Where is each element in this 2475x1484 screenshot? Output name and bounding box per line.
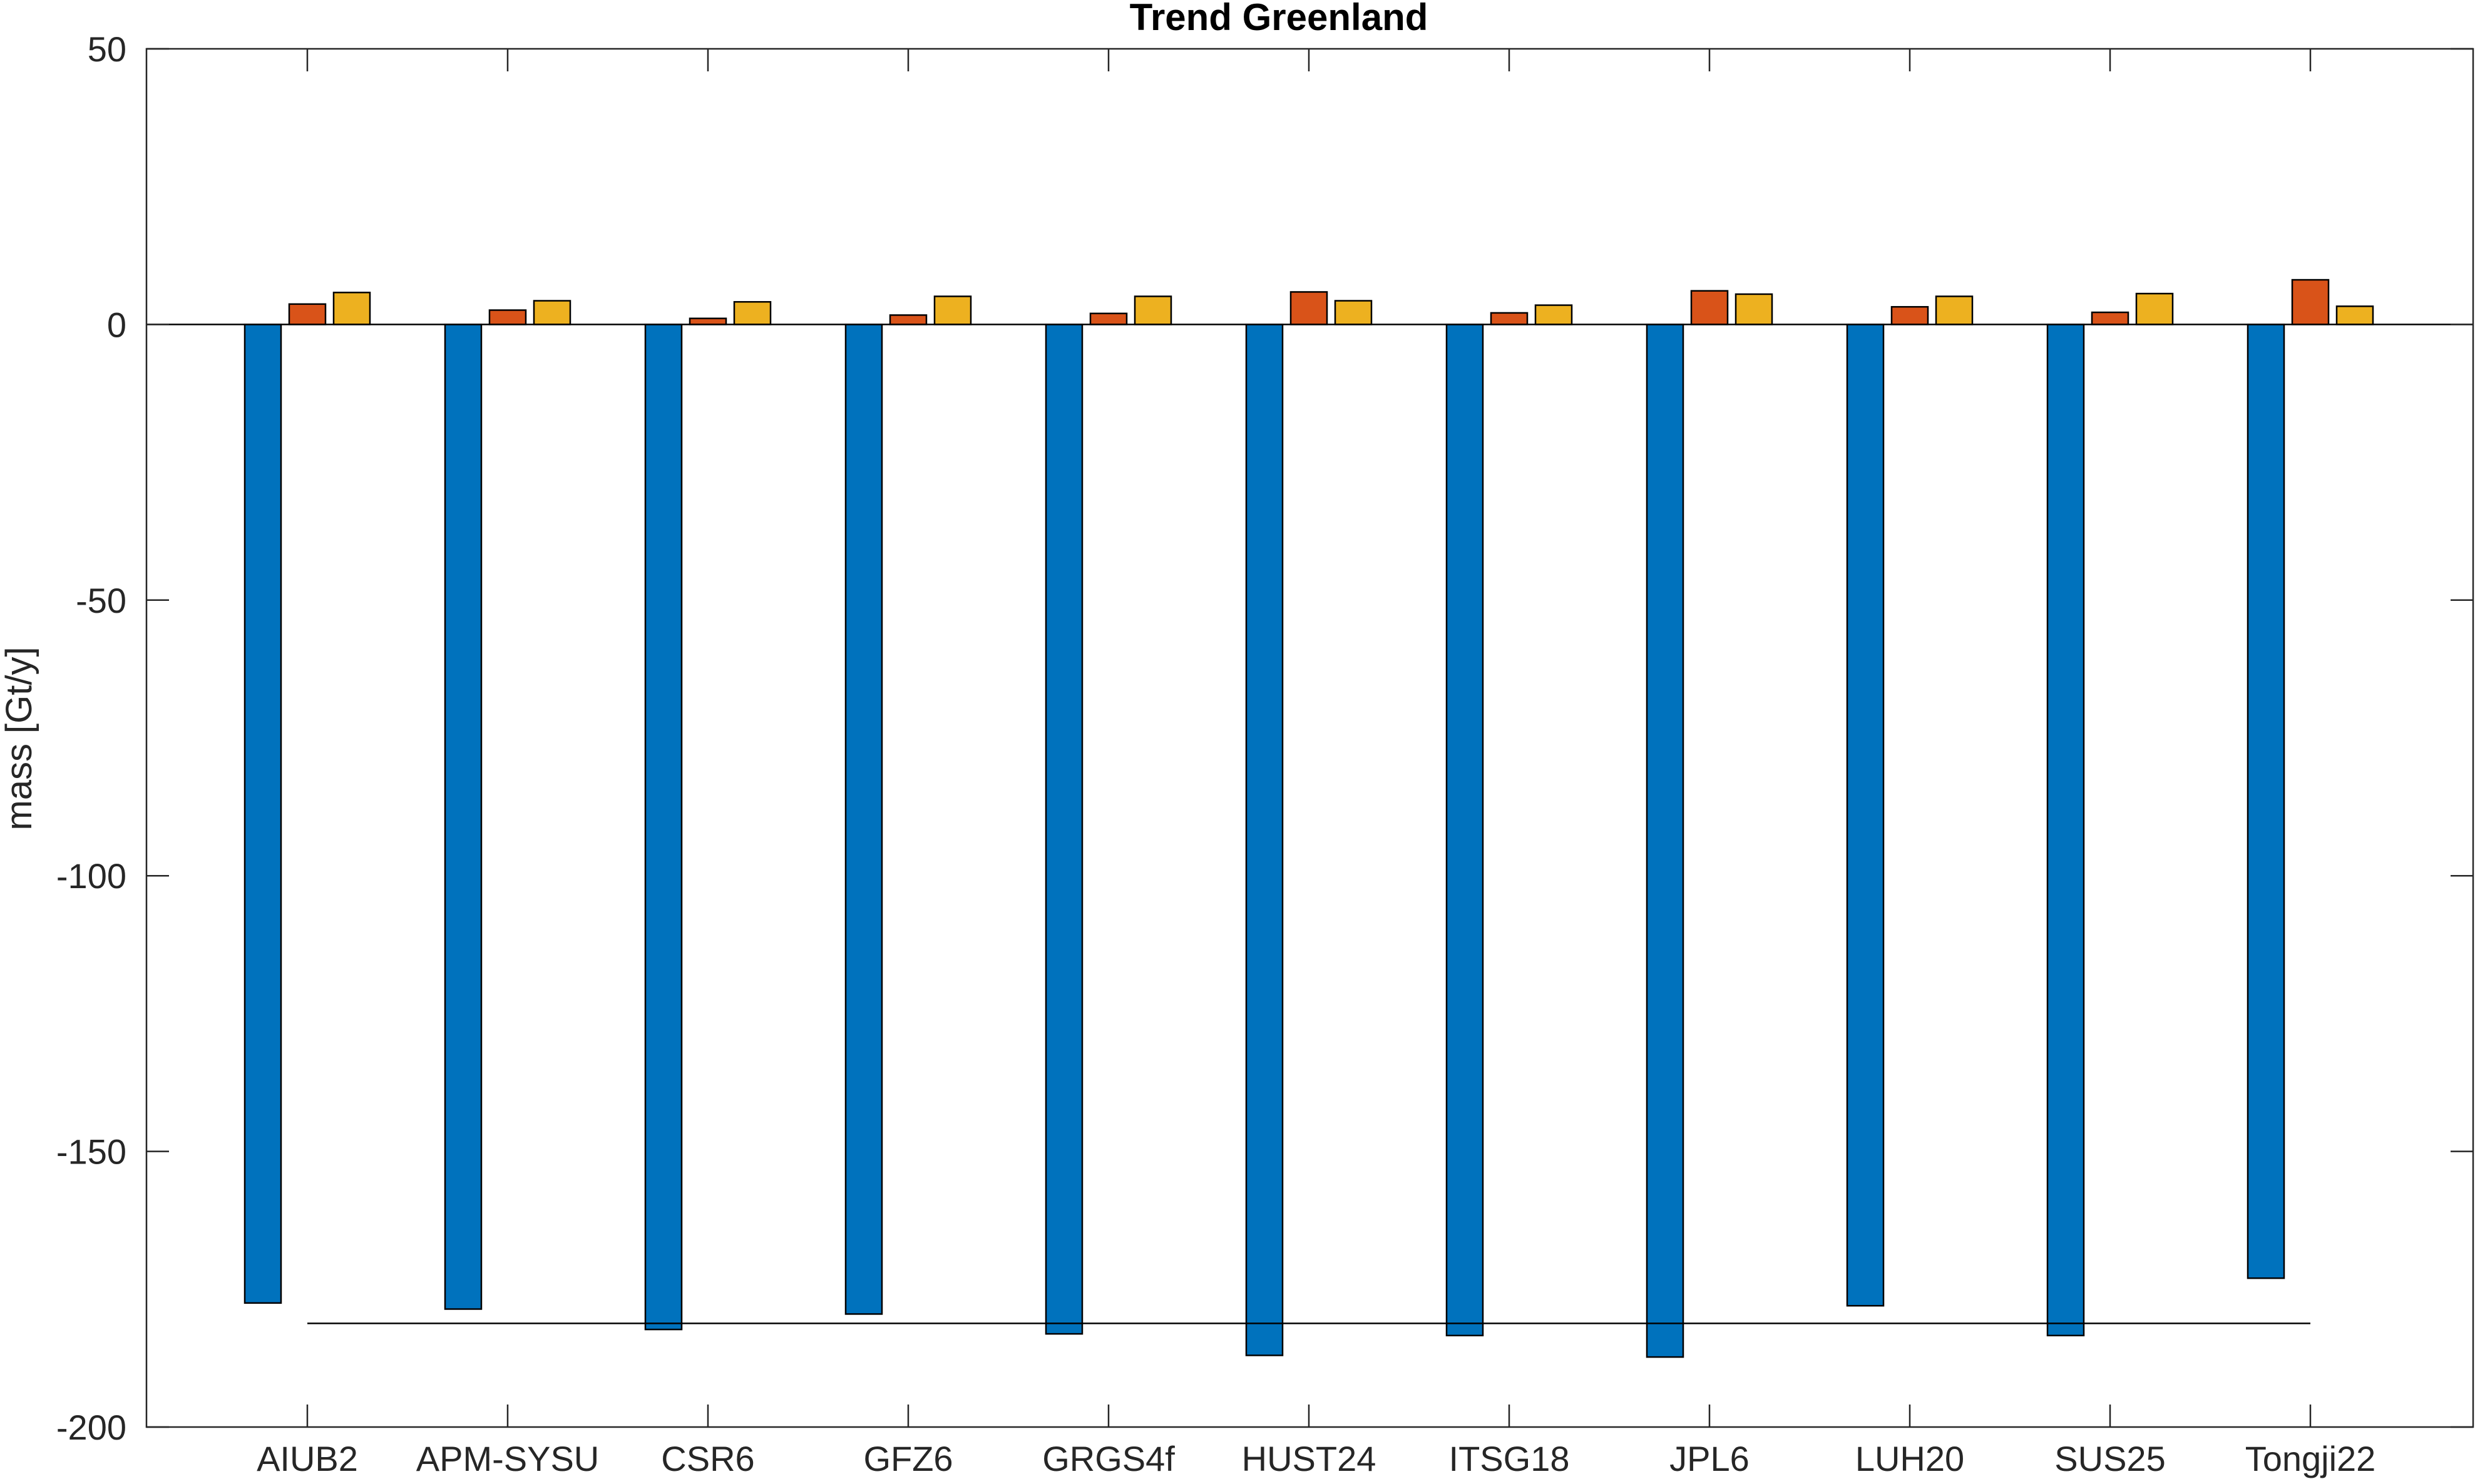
x-tick-label-jpl6: JPL6 xyxy=(1669,1439,1750,1478)
bar-series-3-hust24 xyxy=(1334,300,1373,325)
y-tick-label: 50 xyxy=(88,29,126,69)
y-tick-label: -200 xyxy=(56,1408,126,1447)
bar-series-3-jpl6 xyxy=(1735,293,1773,325)
bar-series-2-grgs4f xyxy=(1089,312,1128,325)
bar-series-1-aiub2 xyxy=(243,324,282,1304)
bar-series-3-csr6 xyxy=(733,301,772,325)
bar-series-1-tongji22 xyxy=(2247,324,2285,1279)
x-tick-label-gfz6: GFZ6 xyxy=(863,1439,953,1478)
bar-series-1-luh20 xyxy=(1846,324,1885,1307)
y-tick-label: -150 xyxy=(56,1132,126,1172)
bar-series-2-luh20 xyxy=(1890,305,1929,325)
bar-series-2-csr6 xyxy=(689,317,727,325)
bar-series-2-sus25 xyxy=(2091,311,2129,325)
bar-series-3-itsg18 xyxy=(1534,304,1573,325)
x-tick-label-luh20: LUH20 xyxy=(1855,1439,1964,1478)
x-tick-label-itsg18: ITSG18 xyxy=(1449,1439,1570,1478)
y-tick-label: -100 xyxy=(56,856,126,896)
bar-series-3-gfz6 xyxy=(933,295,972,325)
bar-series-1-hust24 xyxy=(1245,324,1284,1356)
y-tick-label: 0 xyxy=(107,305,126,344)
x-tick-label-tongji22: Tongji22 xyxy=(2245,1439,2376,1478)
x-axis: AIUB2 APM-SYSU CSR6 GFZ6 GRGS4f HUST24 ITSG18 J… xyxy=(257,49,2375,1478)
x-tick-label-apm-sysu: APM-SYSU xyxy=(416,1439,600,1478)
bar-series-2-jpl6 xyxy=(1690,290,1729,325)
y-axis-label: mass [Gt/y] xyxy=(0,647,39,830)
x-tick-label-hust24: HUST24 xyxy=(1242,1439,1376,1478)
x-tick-label-aiub2: AIUB2 xyxy=(257,1439,358,1478)
bar-series-3-tongji22 xyxy=(2335,305,2374,325)
bar-series-2-tongji22 xyxy=(2291,279,2330,325)
plot-frame xyxy=(145,48,2474,1428)
bar-series-1-sus25 xyxy=(2046,324,2085,1337)
bar-series-1-gfz6 xyxy=(844,324,883,1315)
bar-series-1-jpl6 xyxy=(1646,324,1684,1358)
bar-series-2-itsg18 xyxy=(1490,312,1529,325)
x-tick-label-csr6: CSR6 xyxy=(661,1439,754,1478)
plot-background xyxy=(146,49,2473,1427)
bar-series-1-csr6 xyxy=(644,324,683,1331)
bar-series-2-gfz6 xyxy=(889,314,928,325)
bars-layer xyxy=(243,279,2374,1358)
bar-series-3-luh20 xyxy=(1935,295,1974,325)
chart-title: Trend Greenland xyxy=(1130,0,1428,38)
x-tick-label-sus25: SUS25 xyxy=(2054,1439,2165,1478)
bar-series-2-apm-sysu xyxy=(488,309,527,325)
bar-series-3-sus25 xyxy=(2135,292,2174,325)
bar-series-1-apm-sysu xyxy=(444,324,483,1310)
bar-series-2-aiub2 xyxy=(288,303,327,325)
bar-series-2-hust24 xyxy=(1289,291,1328,325)
y-axis: 50 0 -50 -100 -150 -200 xyxy=(56,29,2473,1447)
bar-series-3-aiub2 xyxy=(332,292,371,325)
bar-series-3-grgs4f xyxy=(1134,295,1172,325)
bar-series-1-itsg18 xyxy=(1445,324,1484,1337)
bar-series-1-grgs4f xyxy=(1045,324,1084,1335)
bar-series-3-apm-sysu xyxy=(533,300,571,325)
y-tick-label: -50 xyxy=(76,581,126,620)
x-tick-label-grgs4f: GRGS4f xyxy=(1042,1439,1175,1478)
